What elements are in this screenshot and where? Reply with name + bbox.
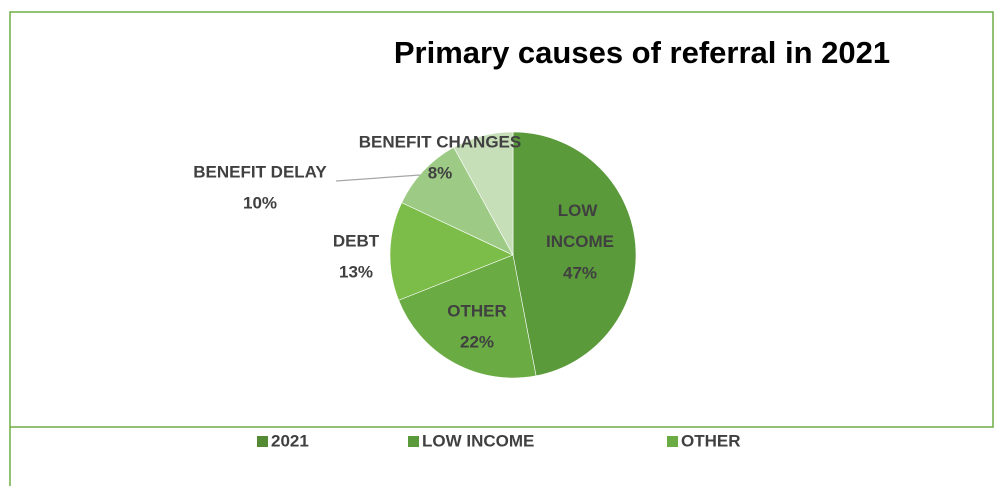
pie-slice [398,254,537,379]
pie-slice [389,202,514,301]
pie-slice [401,146,514,256]
legend-label: LOW INCOME [422,431,534,450]
leader-line [335,174,421,182]
legend-swatch [257,436,268,447]
slice-label: OTHER [447,301,507,320]
pie-slice [512,131,637,377]
slice-label: BENEFIT DELAY [193,162,327,181]
slice-value-label: 8% [428,163,453,182]
slice-value-label: 22% [460,332,494,351]
legend-label: 2021 [271,431,309,450]
slice-label: LOW INCOME [546,201,614,251]
slice-value-label: 47% [563,263,597,282]
legend-swatch [408,436,419,447]
slice-label: DEBT [333,231,380,250]
legend-swatch [667,436,678,447]
legend-label: OTHER [681,431,741,450]
slice-value-label: 13% [339,262,373,281]
slice-value-label: 10% [243,193,277,212]
slice-label: BENEFIT CHANGES [359,132,521,151]
chart-title: Primary causes of referral in 2021 [394,35,890,70]
pie-slice [453,131,514,256]
